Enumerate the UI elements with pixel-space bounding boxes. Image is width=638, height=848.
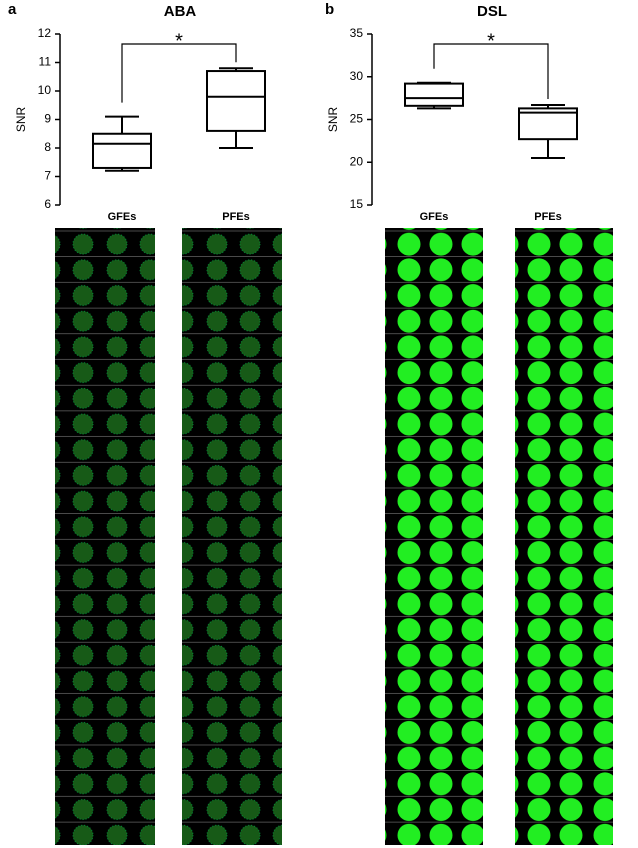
panel-label: a	[8, 1, 17, 18]
box	[404, 82, 464, 107]
y-tick-label: 11	[39, 55, 52, 69]
x-tick-label: GFEs	[108, 211, 137, 223]
y-tick-label: 15	[350, 197, 364, 211]
significance-label: *	[487, 30, 495, 52]
y-tick-label: 30	[350, 69, 364, 83]
y-tick-label: 10	[38, 83, 52, 97]
y-axis-label: SNR	[326, 107, 340, 133]
array-image	[515, 228, 613, 845]
y-tick-label: 35	[350, 26, 364, 40]
y-tick-label: 7	[44, 169, 51, 183]
array-image	[55, 228, 155, 845]
chart-title: ABA	[164, 3, 197, 20]
y-tick-label: 25	[350, 112, 364, 126]
y-axis-label: SNR	[14, 107, 28, 133]
y-tick-label: 12	[38, 26, 52, 40]
box	[206, 70, 266, 132]
y-tick-label: 20	[350, 154, 364, 168]
y-tick-label: 6	[44, 197, 51, 211]
significance-bracket	[433, 43, 549, 99]
significance-label: *	[175, 30, 183, 52]
x-tick-label: PFEs	[222, 211, 250, 223]
x-tick-label: PFEs	[534, 211, 562, 223]
array-image	[385, 228, 483, 845]
array-image	[182, 228, 282, 845]
box	[92, 132, 152, 169]
chart-title: DSL	[477, 3, 507, 20]
box	[518, 107, 578, 141]
x-tick-label: GFEs	[420, 211, 449, 223]
panel-label: b	[325, 1, 334, 18]
y-tick-label: 8	[44, 140, 51, 154]
significance-bracket	[121, 43, 237, 103]
y-tick-label: 9	[44, 112, 51, 126]
